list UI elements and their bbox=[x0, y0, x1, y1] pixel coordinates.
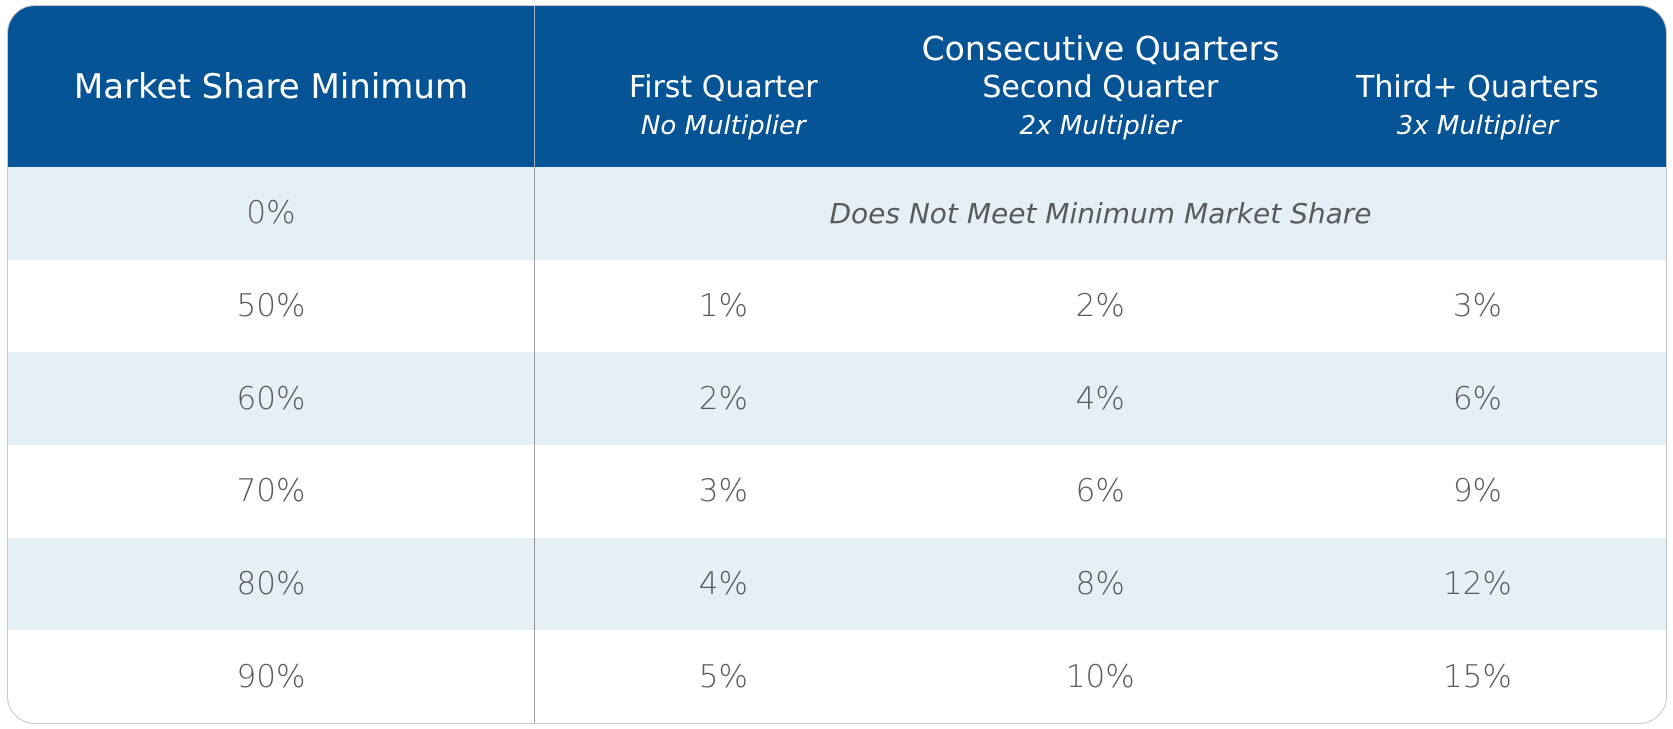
column-title: Second Quarter bbox=[982, 70, 1219, 105]
table-cell: 2% bbox=[1075, 287, 1125, 324]
column-title: Third+ Quarters bbox=[1356, 70, 1599, 105]
row-header-cell: 50% bbox=[8, 259, 535, 353]
table-cell: 8% bbox=[911, 537, 1289, 631]
column-header: First Quarter No Multiplier bbox=[534, 69, 912, 167]
table-cell: 1% bbox=[698, 287, 748, 324]
first-header: Market Share Minimum bbox=[8, 6, 535, 167]
column-header: Second Quarter 2x Multiplier bbox=[911, 69, 1289, 167]
table-cell: 12% bbox=[1288, 537, 1666, 631]
table-row: 80% 4% 8% 12% bbox=[8, 537, 1666, 631]
row-header-cell: 70% bbox=[8, 444, 535, 538]
table-cell: 4% bbox=[534, 537, 912, 631]
table: Market Share Minimum Consecutive Quarter… bbox=[8, 6, 1666, 723]
column-header: Third+ Quarters 3x Multiplier bbox=[1288, 69, 1666, 167]
table-cell: 9% bbox=[1452, 473, 1502, 510]
table-cell: 3% bbox=[698, 473, 748, 510]
row-header-cell: 90% bbox=[8, 630, 535, 723]
group-header: Consecutive Quarters bbox=[534, 6, 1666, 69]
table-row: 90% 5% 10% 15% bbox=[8, 630, 1666, 723]
table-cell: 6% bbox=[1075, 473, 1125, 510]
table-cell: 5% bbox=[698, 658, 748, 695]
row-header-cell: 60% bbox=[8, 352, 535, 445]
table-cell: Does Not Meet Minimum Market Share bbox=[534, 167, 1666, 260]
column-subtitle: 2x Multiplier bbox=[1019, 111, 1181, 141]
table-cell: 15% bbox=[1442, 658, 1512, 695]
table-cell: 6% bbox=[1288, 352, 1666, 445]
row-header-cell: 0% bbox=[8, 167, 535, 260]
column-subtitle: No Multiplier bbox=[640, 111, 806, 141]
table-card: Market Share Minimum Consecutive Quarter… bbox=[7, 5, 1667, 724]
table-cell: 10% bbox=[1065, 658, 1135, 695]
table-row: 70% 3% 6% 9% bbox=[8, 444, 1666, 538]
column-subtitle: 3x Multiplier bbox=[1396, 111, 1559, 141]
table-cell: 2% bbox=[534, 352, 912, 445]
column-title: First Quarter bbox=[629, 70, 818, 105]
table-cell: 4% bbox=[911, 352, 1289, 445]
row-header-cell: 80% bbox=[8, 537, 535, 631]
table-row: 60% 2% 4% 6% bbox=[8, 352, 1666, 445]
table-row: 50% 1% 2% 3% bbox=[8, 259, 1666, 353]
table-row: 0% Does Not Meet Minimum Market Share bbox=[8, 167, 1666, 260]
table-cell: 3% bbox=[1452, 287, 1502, 324]
